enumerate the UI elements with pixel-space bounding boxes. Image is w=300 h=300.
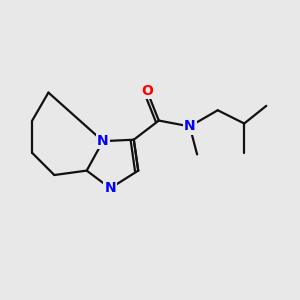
Text: O: O: [141, 84, 153, 98]
Text: N: N: [97, 134, 109, 148]
Text: N: N: [104, 181, 116, 195]
Text: N: N: [184, 119, 196, 134]
